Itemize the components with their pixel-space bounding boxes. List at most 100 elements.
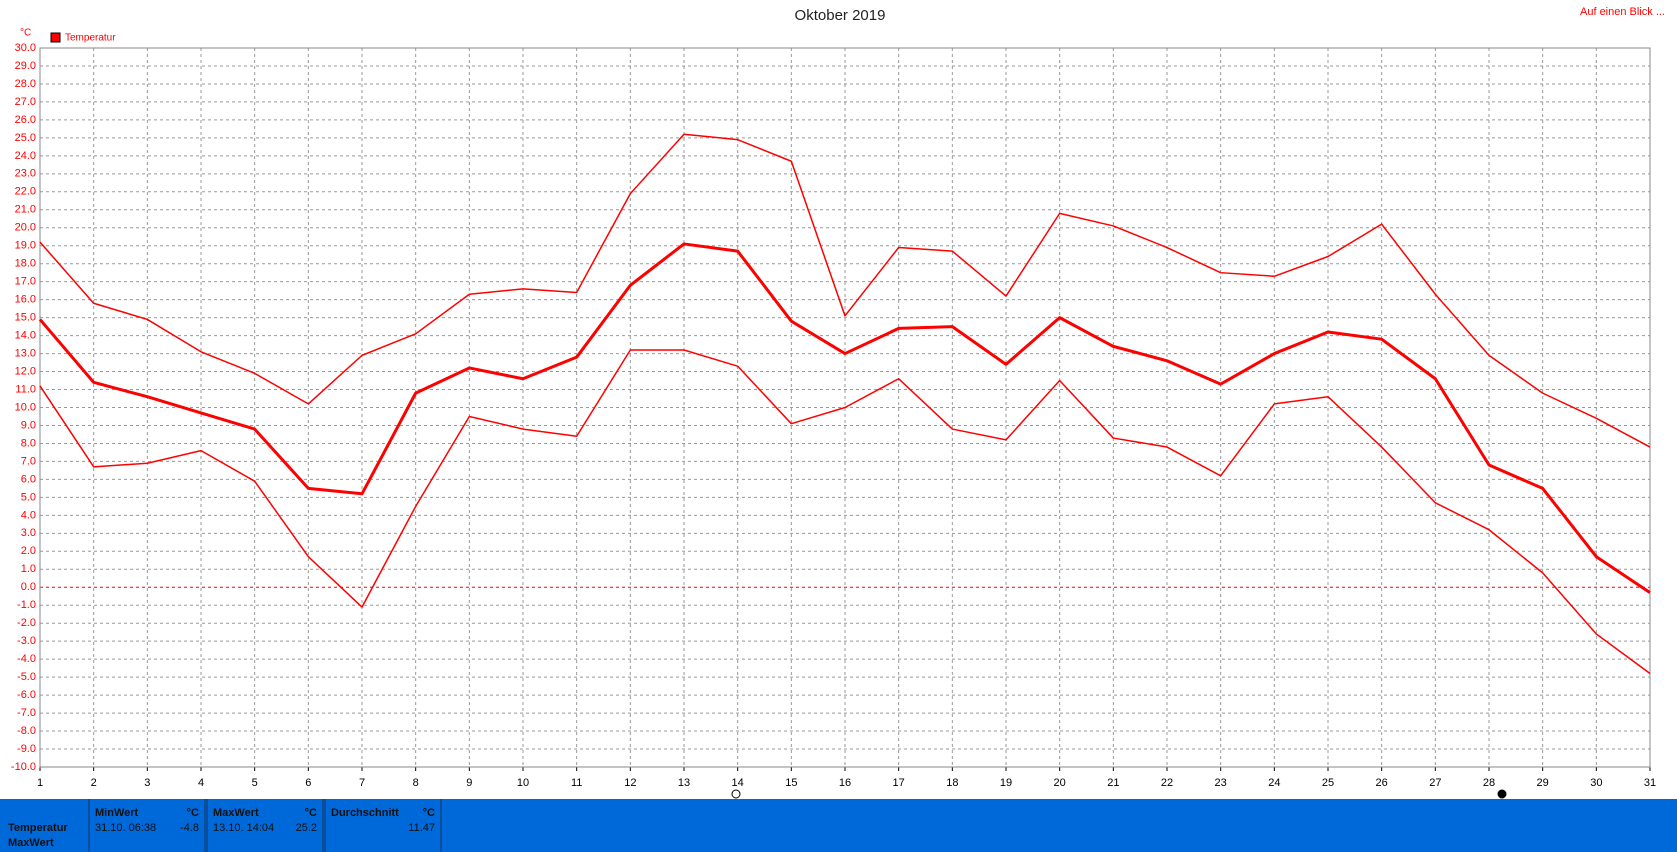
line-series xyxy=(39,349,1651,675)
y-tick-label: 0.0 xyxy=(21,581,36,593)
y-tick-label: 1.0 xyxy=(21,563,36,575)
y-tick-label: 15.0 xyxy=(15,312,36,324)
unit: °C xyxy=(304,807,317,819)
summary-cell: Durchschnitt °C 11.47 xyxy=(324,799,442,852)
row-label: Temperatur xyxy=(8,822,68,834)
value: 25.2 xyxy=(295,822,317,834)
x-tick-label: 14 xyxy=(732,777,744,789)
y-tick-label: 28.0 xyxy=(15,78,36,90)
y-tick-label: 16.0 xyxy=(15,294,36,306)
y-tick-label: -5.0 xyxy=(17,671,36,683)
y-tick-label: -9.0 xyxy=(17,743,36,755)
y-tick-label: 17.0 xyxy=(15,276,36,288)
chart-title: Oktober 2019 xyxy=(795,7,886,24)
y-tick-label: 25.0 xyxy=(15,132,36,144)
y-tick-label: 2.0 xyxy=(21,545,36,557)
x-tick-label: 3 xyxy=(144,777,150,789)
line-series xyxy=(38,242,1651,594)
unit: °C xyxy=(422,807,435,819)
x-tick-label: 1 xyxy=(37,777,43,789)
y-tick-label: 24.0 xyxy=(15,150,36,162)
x-tick-label: 31 xyxy=(1644,777,1656,789)
y-tick-label: 14.0 xyxy=(15,330,36,342)
y-tick-label: 4.0 xyxy=(21,509,36,521)
y-tick-label: 26.0 xyxy=(15,114,36,126)
x-tick-label: 7 xyxy=(359,777,365,789)
x-tick-label: 29 xyxy=(1537,777,1549,789)
x-tick-label: 22 xyxy=(1161,777,1173,789)
x-tick-label: 4 xyxy=(198,777,204,789)
y-tick-label: 27.0 xyxy=(15,96,36,108)
x-tick-label: 28 xyxy=(1483,777,1495,789)
y-tick-label: -7.0 xyxy=(17,707,36,719)
value: 11.47 xyxy=(408,822,435,834)
y-tick-label: 21.0 xyxy=(15,204,36,216)
y-tick-label: 5.0 xyxy=(21,491,36,503)
x-tick-label: 30 xyxy=(1590,777,1602,789)
x-tick-label: 2 xyxy=(91,777,97,789)
x-tick-label: 6 xyxy=(305,777,311,789)
x-tick-label: 26 xyxy=(1376,777,1388,789)
y-tick-label: 9.0 xyxy=(21,419,36,431)
y-tick-label: 8.0 xyxy=(21,437,36,449)
x-tick-label: 8 xyxy=(413,777,419,789)
link[interactable]: Auf einen Blick ... xyxy=(1580,6,1665,18)
line-series xyxy=(39,133,1651,448)
column-header: MaxWert xyxy=(213,807,259,819)
y-tick-label: 23.0 xyxy=(15,168,36,180)
x-tick-label: 27 xyxy=(1429,777,1441,789)
y-tick-label: 20.0 xyxy=(15,222,36,234)
x-tick-label: 16 xyxy=(839,777,851,789)
y-tick-label: 29.0 xyxy=(15,60,36,72)
x-tick-label: 15 xyxy=(785,777,797,789)
y-tick-label: 13.0 xyxy=(15,347,36,359)
y-tick-label: 6.0 xyxy=(21,473,36,485)
x-tick-label: 11 xyxy=(571,777,582,789)
y-tick-label: 18.0 xyxy=(15,258,36,270)
y-tick-label: 30.0 xyxy=(15,42,36,54)
x-tick-label: 21 xyxy=(1107,777,1119,789)
y-tick-label: 19.0 xyxy=(15,240,36,252)
column-header: Durchschnitt xyxy=(331,807,399,819)
summary-cell: MinWert °C 31.10. 06:38 -4.8 xyxy=(88,799,206,852)
y-unit: °C xyxy=(20,28,31,39)
x-tick-label: 12 xyxy=(624,777,636,789)
moon-icon xyxy=(1497,789,1507,799)
x-tick-label: 5 xyxy=(252,777,258,789)
legend-label: Temperatur xyxy=(65,33,116,44)
x-tick-label: 9 xyxy=(466,777,472,789)
y-tick-label: 22.0 xyxy=(15,186,36,198)
y-tick-label: -8.0 xyxy=(17,725,36,737)
moon-icon xyxy=(731,789,741,799)
row-label: MaxWert xyxy=(8,837,54,849)
unit: °C xyxy=(186,807,199,819)
x-tick-label: 24 xyxy=(1268,777,1280,789)
column-header: MinWert xyxy=(95,807,139,819)
x-tick-label: 23 xyxy=(1215,777,1227,789)
x-tick-label: 13 xyxy=(678,777,690,789)
x-tick-label: 20 xyxy=(1054,777,1066,789)
time: 13.10. 14:04 xyxy=(213,822,275,834)
y-tick-label: -4.0 xyxy=(17,653,36,665)
summary-cell: MaxWert °C 13.10. 14:04 25.2 xyxy=(206,799,324,852)
y-tick-label: -1.0 xyxy=(17,599,36,611)
summary-panel: Temperatur MaxWert MinWert °C 31.10. 06:38 -4… xyxy=(0,799,1677,852)
time: 31.10. 06:38 xyxy=(95,822,157,834)
y-tick-label: 7.0 xyxy=(21,455,36,467)
y-tick-label: 11.0 xyxy=(15,383,36,395)
y-tick-label: 10.0 xyxy=(15,401,36,413)
chart: Oktober 2019 °C Auf einen Blick ... Temp… xyxy=(11,6,1665,799)
y-tick-label: -3.0 xyxy=(17,635,36,647)
x-tick-label: 17 xyxy=(893,777,905,789)
x-tick-label: 10 xyxy=(517,777,529,789)
y-tick-label: -2.0 xyxy=(17,617,36,629)
plot-frame xyxy=(39,47,1651,768)
y-tick-label: -6.0 xyxy=(17,689,36,701)
x-tick-label: 25 xyxy=(1322,777,1334,789)
y-tick-label: -10.0 xyxy=(11,761,36,773)
y-tick-label: 12.0 xyxy=(15,365,36,377)
x-tick-label: 19 xyxy=(1000,777,1012,789)
value: -4.8 xyxy=(180,822,199,834)
y-tick-label: 3.0 xyxy=(21,527,36,539)
